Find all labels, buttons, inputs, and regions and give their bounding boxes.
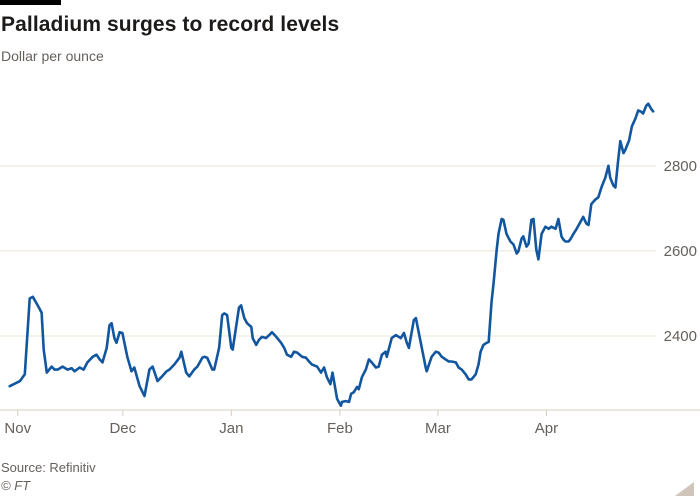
price-line-series bbox=[8, 102, 655, 408]
x-tick-label: Mar bbox=[425, 420, 451, 437]
price-line-chart: 2400 2600 2800 Nov Dec Jan Feb Mar Apr bbox=[0, 102, 700, 437]
x-tick-label: Dec bbox=[109, 420, 136, 437]
x-tick-label: Jan bbox=[219, 420, 243, 437]
source-label: Source: Refinitiv bbox=[1, 460, 96, 475]
y-tick-label: 2800 bbox=[664, 158, 697, 175]
corner-triangle-icon bbox=[675, 482, 694, 496]
top-accent-bar bbox=[0, 0, 61, 5]
chart-title: Palladium surges to record levels bbox=[1, 13, 340, 36]
copyright-label: © FT bbox=[1, 478, 31, 493]
x-tick-label: Nov bbox=[4, 420, 31, 437]
x-tick-label: Apr bbox=[535, 420, 558, 437]
chart-subtitle: Dollar per ounce bbox=[1, 48, 104, 64]
y-tick-label: 2600 bbox=[664, 243, 697, 260]
x-tick-label: Feb bbox=[327, 420, 353, 437]
y-tick-label: 2400 bbox=[664, 328, 697, 345]
